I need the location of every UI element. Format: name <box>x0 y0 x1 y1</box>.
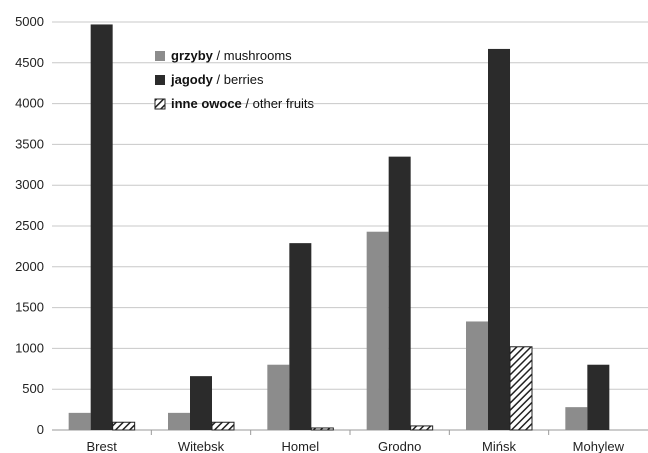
y-tick-label: 5000 <box>15 14 44 29</box>
y-tick-label: 1000 <box>15 340 44 355</box>
legend-label-rest: / other fruits <box>242 96 315 111</box>
bar-mohylew-series-0 <box>565 407 588 430</box>
x-category-label: Mińsk <box>482 439 516 453</box>
y-tick-label: 0 <box>37 422 44 437</box>
y-tick-label: 1500 <box>15 300 44 315</box>
bar-mińsk-series-2 <box>509 346 533 431</box>
bar-witebsk-series-2 <box>211 421 235 431</box>
y-tick-label: 2000 <box>15 259 44 274</box>
y-tick-label: 2500 <box>15 218 44 233</box>
gridlines <box>52 21 648 431</box>
y-tick-label: 3000 <box>15 177 44 192</box>
bar-mińsk-series-1 <box>488 48 510 430</box>
legend-label-rest: / berries <box>213 72 264 87</box>
bar-mohylew-series-1 <box>587 364 610 430</box>
bar-grodno-series-0 <box>366 231 389 430</box>
bar-witebsk-series-1 <box>190 376 212 430</box>
x-category-label: Mohylew <box>573 439 625 453</box>
legend-swatch <box>154 98 166 110</box>
x-category-label: Brest <box>86 439 117 453</box>
x-axis: Brest Witebsk Homel Grodno Mińsk Mohylew <box>86 430 625 453</box>
bar-mińsk-series-0 <box>466 321 488 430</box>
bar-grodno-series-1 <box>388 156 411 430</box>
legend-label: inne owoce / other fruits <box>171 96 315 111</box>
bar-brest-series-2 <box>112 421 136 431</box>
y-tick-label: 3500 <box>15 136 44 151</box>
legend-swatch <box>155 51 165 61</box>
bar-brest-series-1 <box>90 24 113 431</box>
legend-label-bold: inne owoce <box>171 96 242 111</box>
bar-homel-series-2 <box>310 427 334 431</box>
legend-label: jagody / berries <box>170 72 264 87</box>
bar-homel-series-1 <box>289 243 312 430</box>
legend-label-bold: jagody <box>170 72 214 87</box>
x-category-label: Homel <box>282 439 320 453</box>
legend-swatch <box>155 75 165 85</box>
bar-witebsk-series-0 <box>168 412 190 430</box>
legend-label-bold: grzyby <box>171 48 214 63</box>
bars <box>68 24 610 431</box>
bar-brest-series-0 <box>68 412 91 430</box>
y-tick-label: 4500 <box>15 55 44 70</box>
y-tick-label: 500 <box>22 381 44 396</box>
y-tick-label: 4000 <box>15 96 44 111</box>
bar-homel-series-0 <box>267 364 290 430</box>
bar-grodno-series-2 <box>410 425 434 431</box>
legend-label: grzyby / mushrooms <box>171 48 292 63</box>
x-category-label: Witebsk <box>178 439 225 453</box>
x-category-label: Grodno <box>378 439 421 453</box>
legend-label-rest: / mushrooms <box>213 48 292 63</box>
legend: grzyby / mushrooms jagody / berries inne o… <box>154 48 315 111</box>
y-axis-ticks: 0 500 1000 1500 2000 2500 3000 3500 4000 4500 5000 <box>15 14 44 437</box>
